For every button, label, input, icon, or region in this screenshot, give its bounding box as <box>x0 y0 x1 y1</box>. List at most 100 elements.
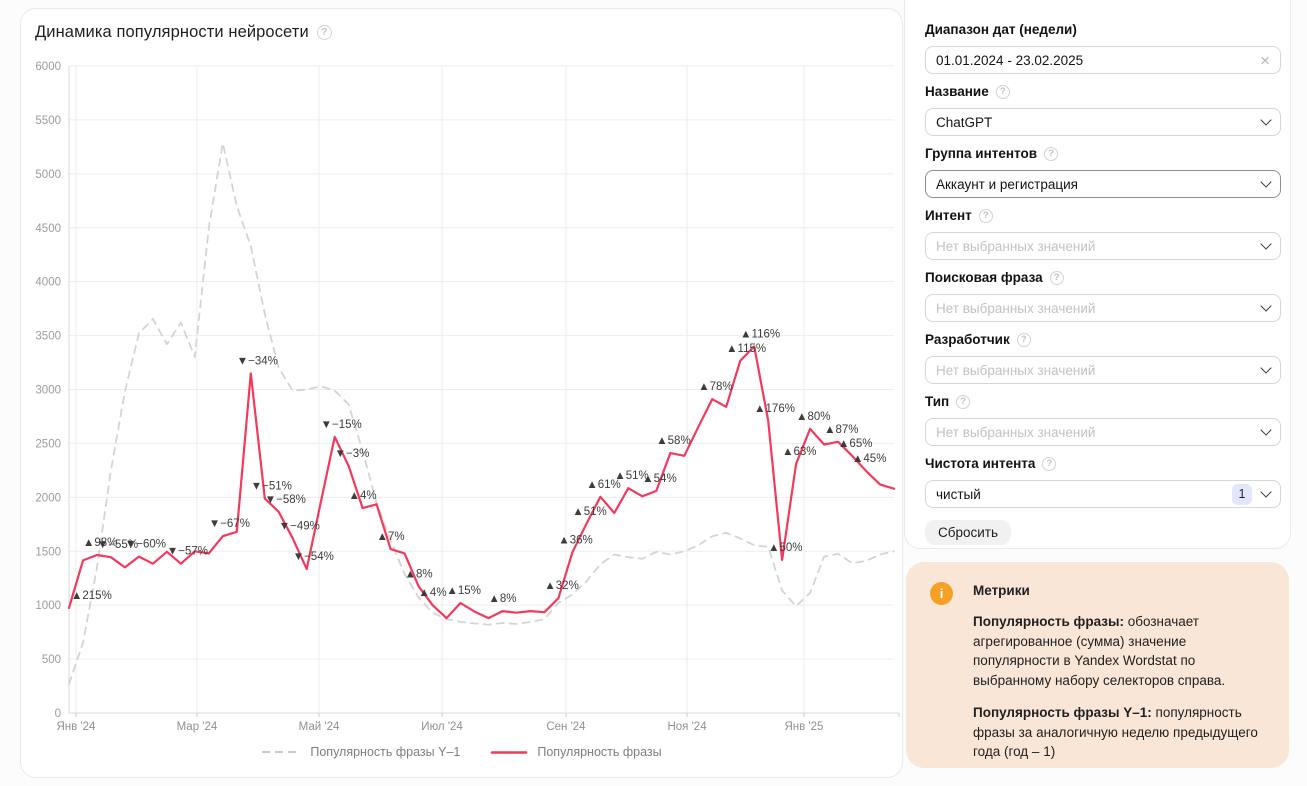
help-icon[interactable]: ? <box>1049 270 1064 285</box>
y-tick-label: 1500 <box>35 546 61 558</box>
annotation-label: ▲116% <box>740 328 780 340</box>
popularity-line-chart: 0 500 1000 1500 2000 2500 3000 3500 4000 4500 5000… <box>35 61 900 733</box>
annotation-label: ▲51% <box>614 470 648 482</box>
y-tick-label: 4000 <box>35 277 61 289</box>
y-tick-label: 4500 <box>35 223 61 235</box>
series-line-popularity <box>67 345 896 620</box>
metrics-title: Метрики <box>973 583 1030 598</box>
chevron-down-icon[interactable] <box>1260 238 1272 250</box>
type-select[interactable]: Нет выбранных значений <box>925 418 1281 446</box>
field-label-type: Тип ? <box>925 394 1281 409</box>
help-icon[interactable]: ? <box>1044 146 1058 161</box>
field-label-text: Чистота интента <box>925 456 1036 471</box>
annotation-label: ▲115% <box>726 343 766 355</box>
chevron-down-icon[interactable] <box>1260 114 1272 126</box>
legend-item-y1: Популярность фразы Y–1 <box>261 745 460 759</box>
help-icon[interactable]: ? <box>995 84 1010 99</box>
help-icon[interactable]: ? <box>978 208 993 223</box>
annotation-label: ▲8% <box>405 568 433 580</box>
y-tick-label: 3000 <box>35 385 61 397</box>
x-tick-label: Ноя '24 <box>667 721 707 733</box>
y-tick-label: 6000 <box>35 61 61 73</box>
name-select[interactable]: ChatGPT <box>925 108 1281 136</box>
annotation-label: ▲51% <box>572 506 606 518</box>
y-tick-label: 2500 <box>35 438 61 450</box>
y-tick-label: 500 <box>42 654 61 666</box>
chevron-down-icon[interactable] <box>1260 362 1272 374</box>
annotation-label: ▲7% <box>377 531 405 543</box>
annotation-label: ▲63% <box>782 446 816 458</box>
annotation-label: ▲61% <box>586 479 620 491</box>
annotation-label: ▲98% <box>83 537 117 549</box>
annotation-label: ▼−54% <box>293 551 334 563</box>
chart-title-row: Динамика популярности нейросети ? <box>35 23 332 42</box>
intent-purity-select[interactable]: чистый 1 <box>925 480 1281 508</box>
annotation-label: ▼−49% <box>279 520 320 532</box>
developer-select[interactable]: Нет выбранных значений <box>925 356 1281 384</box>
y-tick-label: 3500 <box>35 331 61 343</box>
chevron-down-icon[interactable] <box>1260 176 1272 188</box>
select-value: чистый <box>936 486 981 502</box>
chart-title: Динамика популярности нейросети <box>35 23 309 41</box>
annotation-label: ▲87% <box>824 424 858 436</box>
help-icon[interactable]: ? <box>956 394 971 409</box>
chevron-down-icon[interactable] <box>1260 424 1272 436</box>
x-tick-label: Июл '24 <box>421 721 463 733</box>
y-tick-label: 0 <box>55 708 61 720</box>
annotation-label: ▲45% <box>852 453 886 465</box>
field-label-intent-purity: Чистота интента ? <box>925 456 1281 471</box>
annotation-label: ▼−3% <box>335 448 370 460</box>
metrics-paragraph-popularity-y1: Популярность фразы Y–1: популярность фра… <box>973 703 1271 762</box>
field-label-intent: Интент ? <box>925 208 1281 223</box>
annotation-label: ▼−67% <box>209 518 250 530</box>
series-line-popularity-y1 <box>68 142 895 685</box>
solid-line-sample-icon <box>491 750 528 754</box>
legend-label: Популярность фразы <box>537 745 662 759</box>
annotation-label: ▼−55% <box>97 539 138 551</box>
x-tick-label: Янв '25 <box>784 721 823 733</box>
x-tick-label: Май '24 <box>299 721 340 733</box>
intent-select[interactable]: Нет выбранных значений <box>925 232 1281 260</box>
annotation-label: ▲80% <box>796 411 830 423</box>
search-phrase-select[interactable]: Нет выбранных значений <box>925 294 1281 322</box>
help-icon[interactable]: ? <box>316 25 332 40</box>
chart-legend: Популярность фразы Y–1 Популярность фраз… <box>21 745 902 759</box>
info-icon: i <box>930 582 953 605</box>
help-icon[interactable]: ? <box>1016 332 1031 347</box>
x-tick-label: Янв '24 <box>57 721 97 733</box>
annotation-label: ▲32% <box>544 580 578 592</box>
annotation-label: ▲54% <box>642 473 676 485</box>
metrics-text: Метрики Популярность фразы: обозначает а… <box>973 579 1271 768</box>
field-label-developer: Разработчик ? <box>925 332 1281 347</box>
annotation-label: ▲215% <box>71 590 112 602</box>
reset-button[interactable]: Сбросить <box>925 520 1012 545</box>
date-range-value: 01.01.2024 - 23.02.2025 <box>936 52 1084 68</box>
annotation-label: ▼−58% <box>265 494 306 506</box>
date-range-input[interactable]: 01.01.2024 - 23.02.2025 × <box>925 46 1281 74</box>
select-placeholder: Нет выбранных значений <box>936 362 1096 378</box>
annotation-label: ▼−34% <box>237 355 278 367</box>
field-label-text: Группа интентов <box>925 146 1037 161</box>
metrics-info-box: i Метрики Популярность фразы: обозначает… <box>906 562 1289 768</box>
chevron-down-icon[interactable] <box>1260 486 1272 498</box>
help-icon[interactable]: ? <box>1042 456 1057 471</box>
field-label-text: Диапазон дат (недели) <box>925 22 1077 37</box>
annotation-label: ▲65% <box>838 438 872 450</box>
field-label-search-phrase: Поисковая фраза ? <box>925 270 1281 285</box>
annotation-label: ▼−15% <box>321 419 362 431</box>
y-tick-label: 1000 <box>35 600 61 612</box>
legend-item-current: Популярность фразы <box>490 745 662 759</box>
chevron-down-icon[interactable] <box>1260 300 1272 312</box>
field-label-text: Тип <box>925 394 950 409</box>
count-badge: 1 <box>1232 483 1252 505</box>
intent-group-select[interactable]: Аккаунт и регистрация <box>925 170 1281 198</box>
metrics-definition: обозначает агрегированное (сумма) значен… <box>973 614 1226 688</box>
annotation-label: ▲50% <box>768 542 802 554</box>
annotation-label: ▲78% <box>698 381 732 393</box>
select-placeholder: Нет выбранных значений <box>936 424 1096 440</box>
clear-icon[interactable]: × <box>1260 50 1270 70</box>
annotation-label: ▲58% <box>656 435 690 447</box>
field-label-date-range: Диапазон дат (недели) <box>925 22 1281 37</box>
legend-label: Популярность фразы Y–1 <box>310 745 461 759</box>
select-value: ChatGPT <box>936 114 993 130</box>
